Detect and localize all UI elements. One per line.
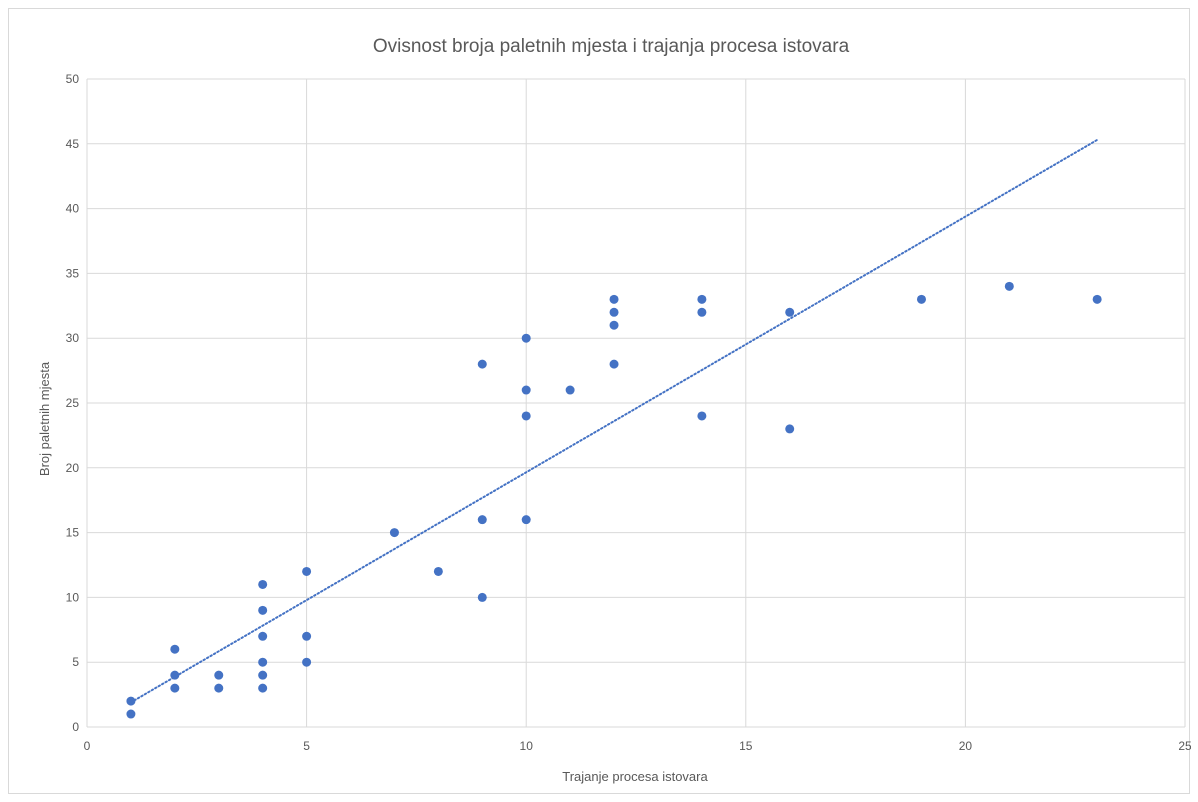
data-point (477, 515, 487, 525)
data-point (302, 657, 312, 667)
y-tick-label: 10 (66, 590, 80, 604)
x-tick-label: 10 (520, 739, 534, 753)
scatter-chart: 0 5 10 15 20 25 0 5 10 15 20 25 30 35 40 45 50 Ovisnost… (37, 36, 1191, 784)
y-tick-label: 5 (72, 655, 79, 669)
data-point (302, 566, 312, 576)
data-point (170, 670, 180, 680)
data-point (697, 411, 707, 421)
x-tick-label: 25 (1178, 739, 1191, 753)
data-point (785, 307, 795, 317)
data-point (214, 683, 224, 693)
data-point (258, 657, 268, 667)
data-point (609, 307, 619, 317)
data-point (302, 631, 312, 641)
data-point (521, 515, 531, 525)
data-point (258, 605, 268, 615)
y-tick-label: 35 (66, 266, 80, 280)
data-point (565, 385, 575, 395)
data-point (389, 528, 399, 538)
data-point (170, 683, 180, 693)
data-point (609, 320, 619, 330)
chart-title: Ovisnost broja paletnih mjesta i trajanj… (373, 36, 850, 57)
data-point (170, 644, 180, 654)
y-axis-title: Broj paletnih mjesta (37, 361, 52, 476)
y-tick-label: 0 (72, 720, 79, 734)
y-tick-label: 30 (66, 331, 80, 345)
chart-container: 0 5 10 15 20 25 0 5 10 15 20 25 30 35 40 45 50 Ovisnost… (8, 8, 1191, 794)
gridlines (86, 78, 1186, 728)
data-point (697, 294, 707, 304)
y-axis-ticks: 0 5 10 15 20 25 30 35 40 45 50 (66, 72, 80, 734)
data-point (433, 566, 443, 576)
y-tick-label: 40 (66, 202, 80, 216)
data-point (521, 333, 531, 343)
x-tick-label: 5 (303, 739, 310, 753)
x-axis-ticks: 0 5 10 15 20 25 (84, 739, 1191, 753)
y-tick-label: 15 (66, 526, 80, 540)
data-point (521, 385, 531, 395)
x-axis-title: Trajanje procesa istovara (562, 769, 708, 784)
data-point (1092, 294, 1102, 304)
data-point (609, 359, 619, 369)
data-points (126, 281, 1102, 719)
data-point (214, 670, 224, 680)
y-tick-label: 25 (66, 396, 80, 410)
data-point (258, 683, 268, 693)
trendline-layer (129, 138, 1099, 704)
data-point (477, 359, 487, 369)
data-point (477, 592, 487, 602)
data-point (258, 670, 268, 680)
data-point (126, 709, 136, 719)
x-tick-label: 15 (739, 739, 753, 753)
y-tick-label: 45 (66, 137, 80, 151)
x-tick-label: 20 (959, 739, 973, 753)
y-tick-label: 20 (66, 461, 80, 475)
data-point (697, 307, 707, 317)
trendline (129, 138, 1099, 704)
y-tick-label: 50 (66, 72, 80, 86)
data-point (521, 411, 531, 421)
data-point (1004, 281, 1014, 291)
data-point (258, 631, 268, 641)
data-point (126, 696, 136, 706)
x-tick-label: 0 (84, 739, 91, 753)
data-point (609, 294, 619, 304)
data-point (785, 424, 795, 434)
data-point (258, 579, 268, 589)
data-point (916, 294, 926, 304)
